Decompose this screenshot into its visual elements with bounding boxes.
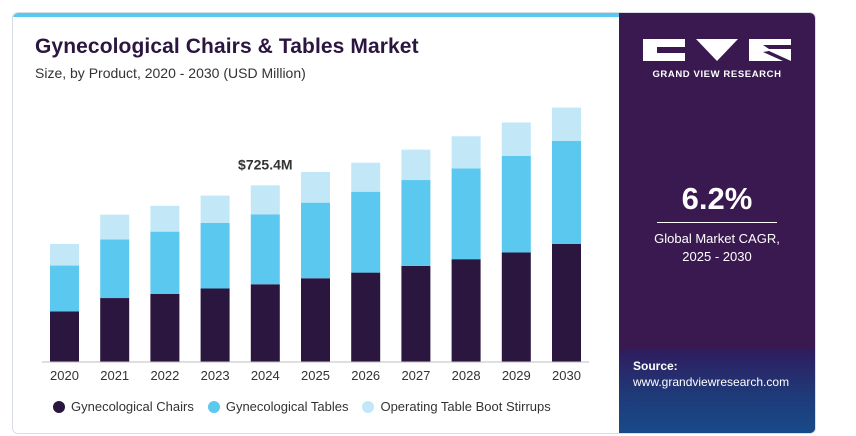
legend-item-tables: Gynecological Tables	[207, 399, 349, 414]
accent-bar	[13, 13, 619, 17]
source-footer: Source: www.grandviewresearch.com	[619, 349, 815, 433]
legend-item-chairs: Gynecological Chairs	[53, 399, 194, 414]
bar-segment-2027-series-2	[401, 149, 431, 181]
bar-segment-2026-series-0	[351, 272, 381, 362]
bar-segment-2023-series-0	[200, 288, 230, 362]
bar-segment-2027-series-0	[401, 265, 431, 362]
x-tick-label: 2020	[50, 368, 79, 383]
bar-segment-2021-series-1	[100, 239, 130, 299]
chart-title: Gynecological Chairs & Tables Market	[35, 35, 419, 58]
data-annotation: $725.4M	[238, 156, 292, 172]
legend-swatch-tables	[207, 400, 220, 413]
stat-panel: GRAND VIEW RESEARCH 6.2% Global Market C…	[619, 13, 815, 433]
chart-legend: Gynecological Chairs Gynecological Table…	[53, 399, 565, 414]
x-tick-label: 2030	[552, 368, 581, 383]
bar-segment-2028-series-0	[451, 259, 481, 362]
bar-segment-2025-series-0	[301, 278, 330, 362]
bar-segment-2030-series-2	[552, 107, 581, 141]
bar-segment-2029-series-0	[501, 252, 531, 362]
cagr-label-line2: 2025 - 2030	[682, 249, 752, 264]
legend-label-stirrups: Operating Table Boot Stirrups	[380, 399, 551, 414]
bar-segment-2023-series-2	[200, 195, 230, 223]
legend-item-stirrups: Operating Table Boot Stirrups	[362, 399, 551, 414]
bar-segment-2022-series-1	[150, 231, 180, 294]
bar-segment-2024-series-1	[250, 214, 280, 285]
bar-segment-2022-series-0	[150, 293, 180, 362]
x-tick-label: 2024	[251, 368, 280, 383]
cagr-value: 6.2%	[681, 181, 753, 216]
bar-segment-2022-series-2	[150, 205, 180, 232]
x-tick-label: 2026	[351, 368, 380, 383]
source-label: Source:	[633, 359, 678, 373]
x-tick-label: 2021	[100, 368, 129, 383]
bar-segment-2026-series-1	[351, 191, 381, 273]
source-link[interactable]: www.grandviewresearch.com	[633, 375, 790, 389]
bar-segment-2020-series-2	[50, 243, 79, 266]
bar-segment-2020-series-1	[50, 265, 79, 312]
cagr-divider	[657, 222, 777, 223]
bar-segment-2026-series-2	[351, 162, 381, 192]
bar-segment-2029-series-2	[501, 122, 531, 157]
legend-label-chairs: Gynecological Chairs	[71, 399, 194, 414]
bar-segment-2030-series-0	[552, 243, 581, 362]
stacked-bar-chart: 2020 2021 2022 2023 2024 $725.4M 2025 2026 2027 2…	[42, 107, 589, 383]
bar-segment-2028-series-2	[451, 136, 481, 169]
cagr-label-line1: Global Market CAGR,	[654, 231, 780, 246]
bar-segment-2024-series-0	[250, 284, 280, 362]
legend-label-tables: Gynecological Tables	[225, 399, 349, 414]
bar-segment-2024-series-2	[250, 185, 280, 215]
x-tick-label: 2028	[452, 368, 481, 383]
chart-subtitle: Size, by Product, 2020 - 2030 (USD Milli…	[35, 65, 306, 81]
x-tick-label: 2027	[401, 368, 430, 383]
bar-segment-2023-series-1	[200, 222, 230, 289]
x-tick-label: 2025	[301, 368, 330, 383]
legend-swatch-stirrups	[362, 400, 375, 413]
bar-segment-2030-series-1	[552, 140, 581, 244]
bar-segment-2020-series-0	[50, 311, 79, 362]
chart-panel: Gynecological Chairs & Tables Market Siz…	[13, 13, 619, 433]
bar-segment-2029-series-1	[501, 156, 531, 253]
grand-view-research-logo	[643, 39, 791, 61]
x-tick-label: 2022	[150, 368, 179, 383]
bar-segment-2021-series-2	[100, 214, 130, 240]
cagr-label: Global Market CAGR, 2025 - 2030	[619, 230, 815, 266]
x-tick-label: 2029	[502, 368, 531, 383]
bar-segment-2021-series-0	[100, 298, 130, 362]
x-tick-label: 2023	[201, 368, 230, 383]
bar-segment-2025-series-1	[301, 202, 330, 279]
bar-segment-2027-series-1	[401, 180, 431, 266]
legend-swatch-chairs	[53, 400, 65, 413]
infographic-card: Gynecological Chairs & Tables Market Siz…	[12, 12, 816, 434]
bar-segment-2025-series-2	[301, 171, 330, 203]
bar-segment-2028-series-1	[451, 168, 481, 260]
brand-name: GRAND VIEW RESEARCH	[652, 69, 782, 80]
